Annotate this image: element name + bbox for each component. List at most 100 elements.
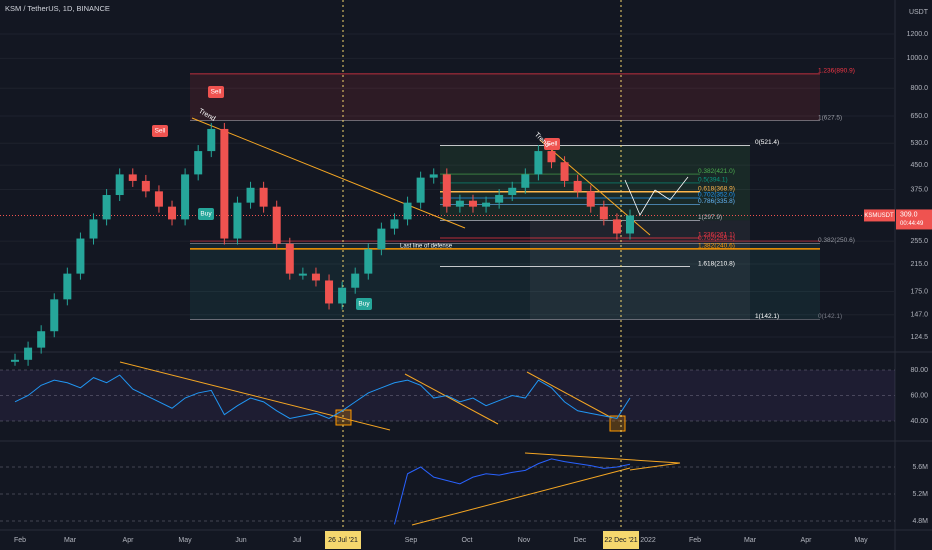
candle [115, 174, 124, 196]
candle [547, 151, 556, 163]
x-tick-label: Apr [123, 537, 135, 544]
signal-badge [544, 138, 560, 150]
candle [390, 219, 399, 229]
rsi-trend [404, 373, 499, 425]
obv-trend [524, 452, 681, 464]
y-tick-label: 175.0 [910, 288, 928, 295]
obv-trend [411, 467, 631, 526]
signal-label: Sell [155, 128, 166, 135]
candle [612, 219, 621, 234]
fib-label: 1.236(261.1) [698, 232, 735, 239]
candle [455, 200, 464, 207]
candle [24, 347, 33, 360]
fib-zone [530, 220, 750, 320]
candle [207, 128, 216, 152]
trend-line [191, 117, 466, 229]
signal-badge [198, 208, 214, 220]
fib-label: 0.786(335.8) [698, 198, 735, 205]
candle [259, 187, 268, 207]
candle [154, 191, 163, 207]
fib-label: 0(521.4) [755, 139, 779, 146]
fib-label: 1(297.9) [698, 214, 722, 221]
candle [521, 174, 530, 188]
signal-badge [152, 125, 168, 137]
fib-label: 1(627.5) [818, 114, 842, 121]
y-tick-label: 650.0 [910, 113, 928, 120]
x-tick-label: Jun [235, 537, 246, 544]
candle [325, 280, 334, 304]
signal-label: Buy [200, 211, 212, 218]
x-tick-label: May [854, 537, 868, 544]
candle [11, 359, 19, 362]
x-tick-label: 2022 [640, 537, 656, 544]
candle [233, 202, 242, 239]
countdown-label: 00:44:49 [900, 221, 924, 227]
signal-label: Sell [211, 89, 222, 96]
candle [560, 162, 569, 181]
candle [416, 177, 425, 203]
candle [468, 200, 477, 207]
defense-label: Last line of defense [400, 244, 453, 250]
fib-label: 0.702(352.0) [698, 192, 735, 199]
candle [534, 151, 543, 175]
date-marker-box [325, 531, 361, 549]
candle [364, 249, 373, 274]
candle [626, 215, 634, 234]
candle [338, 287, 347, 304]
fib-label: 0.382(421.0) [698, 168, 735, 175]
y-tick-label: 124.5 [910, 334, 928, 341]
y-tick-label: 450.0 [910, 162, 928, 169]
candle [573, 180, 582, 192]
y-tick-label: 80.00 [910, 367, 928, 374]
candle [246, 187, 255, 203]
candle [351, 273, 360, 288]
candle [586, 191, 595, 207]
fib-label: 1.236(890.9) [818, 68, 855, 75]
candle [63, 273, 72, 300]
y-tick-label: 4.8M [912, 518, 928, 525]
date-marker-label: 22 Dec '21 [604, 537, 637, 544]
y-tick-label: 40.00 [910, 418, 928, 425]
rsi-highlight [335, 409, 352, 426]
x-tick-label: May [178, 537, 192, 544]
candle [128, 174, 137, 181]
candle [141, 180, 150, 192]
y-tick-label: 215.0 [910, 261, 928, 268]
candle [285, 243, 294, 274]
fib-zone [190, 73, 820, 121]
candle [377, 228, 386, 250]
candle [220, 128, 229, 239]
candle [599, 206, 608, 220]
rsi-trend [119, 361, 391, 431]
candle [298, 273, 307, 276]
x-tick-label: Apr [801, 537, 813, 544]
candle [181, 174, 190, 220]
candle [429, 174, 438, 178]
y-tick-label: 147.0 [910, 312, 928, 319]
fib-label: 1(142.1) [755, 313, 779, 320]
x-tick-label: Mar [744, 537, 757, 544]
x-tick-label: Feb [14, 537, 26, 544]
fib-label: 0.702(255.1) [698, 235, 735, 242]
symbol-title: KSM / TetherUS, 1D, BINANCE [5, 4, 110, 13]
x-tick-label: Feb [689, 537, 701, 544]
y-tick-label: 1000.0 [907, 55, 929, 62]
currency: USDT [909, 9, 929, 16]
candle [442, 174, 451, 207]
candle [194, 151, 203, 175]
y-tick-label: 800.0 [910, 85, 928, 92]
candle [272, 206, 281, 244]
candle [508, 187, 517, 196]
symbol-tag-label: KSMUSDT [864, 213, 894, 219]
candle [482, 202, 491, 207]
y-tick-label: 530.0 [910, 140, 928, 147]
y-tick-label: 1200.0 [907, 31, 929, 38]
y-tick-label: 255.0 [910, 238, 928, 245]
fib-label: 0.382(250.6) [818, 237, 855, 244]
candle [50, 299, 59, 332]
candle [403, 202, 412, 220]
signal-label: Sell [547, 141, 558, 148]
projection-path [624, 176, 689, 216]
